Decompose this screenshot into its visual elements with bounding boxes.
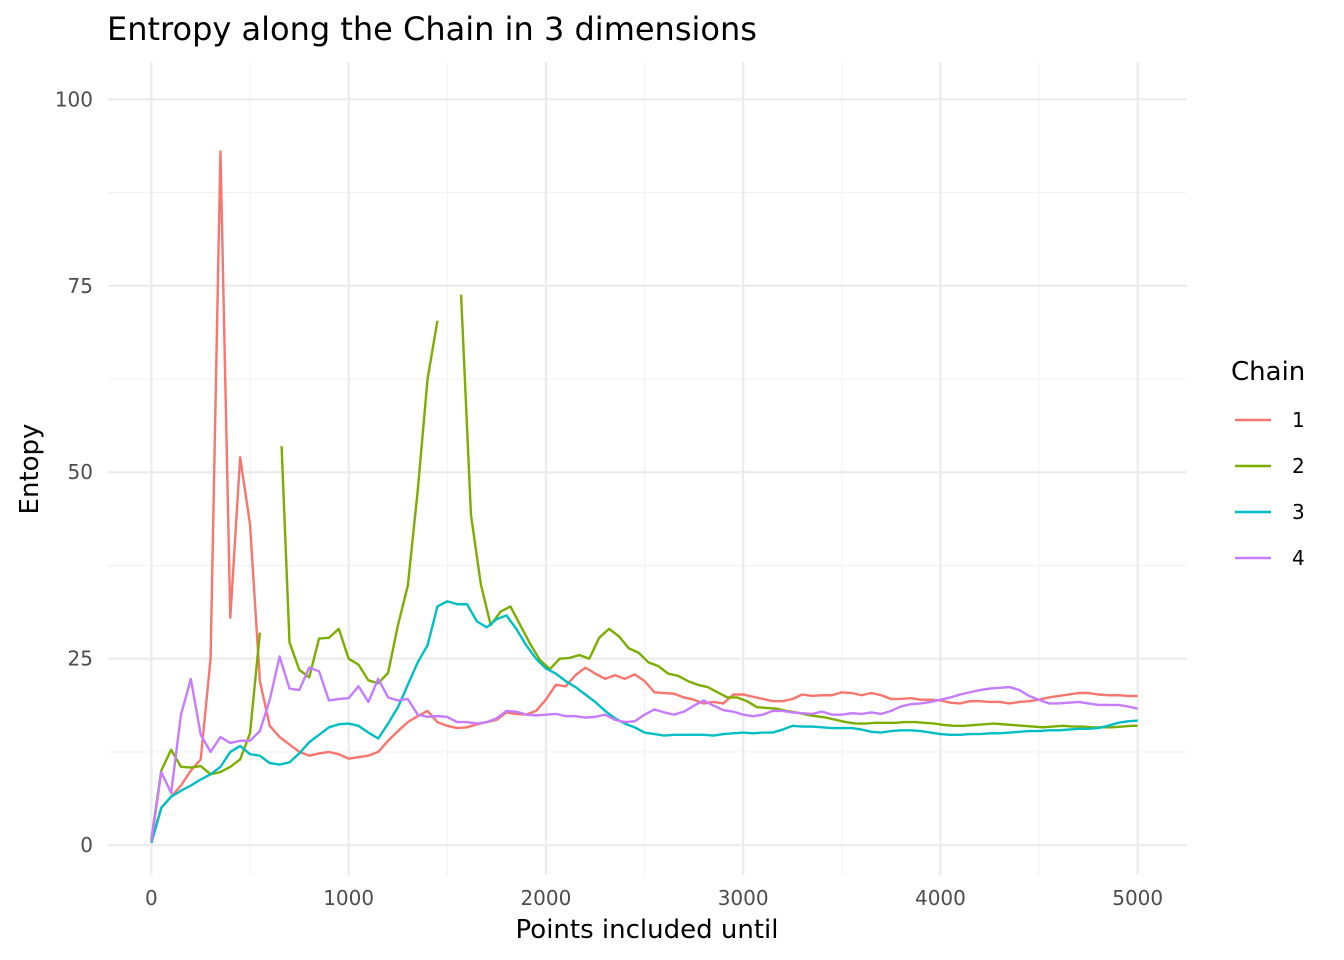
x-tick-label: 2000 [520, 886, 571, 910]
y-tick-label: 100 [55, 87, 93, 111]
y-axis-title: Entopy [15, 424, 45, 515]
x-axis-title: Points included until [516, 915, 779, 945]
y-axis-ticks: 0 25 50 75 100 [55, 87, 93, 857]
x-tick-label: 1000 [323, 886, 374, 910]
legend-item-2: 2 [1235, 454, 1305, 478]
legend-label-1: 1 [1292, 408, 1305, 432]
legend-label-4: 4 [1292, 546, 1305, 570]
x-axis-ticks: 0 1000 2000 3000 4000 5000 [145, 886, 1163, 910]
x-tick-label: 4000 [915, 886, 966, 910]
legend-title: Chain [1231, 357, 1305, 387]
legend-item-4: 4 [1235, 546, 1305, 570]
y-tick-label: 50 [68, 460, 93, 484]
legend-label-2: 2 [1292, 454, 1305, 478]
legend-items: 1 2 3 4 [1235, 408, 1305, 570]
series-4-line [150, 655, 1138, 842]
x-tick-label: 0 [145, 886, 158, 910]
y-tick-label: 0 [80, 833, 93, 857]
minor-gridlines [108, 62, 1187, 875]
major-gridlines [108, 62, 1187, 875]
legend-label-3: 3 [1292, 500, 1305, 524]
y-tick-label: 25 [68, 647, 93, 671]
legend-item-1: 1 [1235, 408, 1305, 432]
series-2-line [150, 632, 262, 840]
chart-title: Entropy along the Chain in 3 dimensions [107, 10, 757, 48]
series-2-line [459, 294, 1138, 729]
x-tick-label: 3000 [718, 886, 769, 910]
legend: Chain 1 2 3 4 [1231, 357, 1305, 570]
series-3-line [150, 600, 1138, 844]
series-1-line [150, 150, 1138, 842]
series-lines [150, 150, 1138, 844]
legend-item-3: 3 [1235, 500, 1305, 524]
series-2-line [280, 320, 439, 685]
y-tick-label: 75 [68, 274, 93, 298]
x-tick-label: 5000 [1112, 886, 1163, 910]
